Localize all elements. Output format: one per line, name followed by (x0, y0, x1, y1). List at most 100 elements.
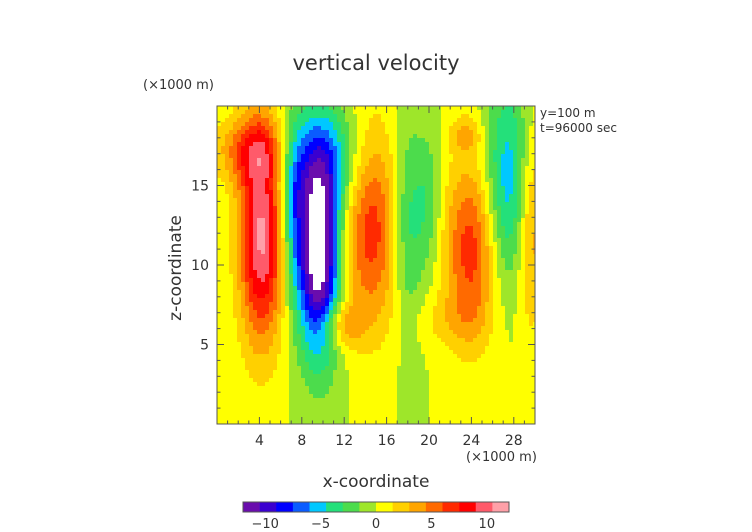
field-cell (453, 134, 458, 139)
field-cell (249, 246, 254, 251)
field-cell (333, 242, 338, 247)
field-cell (397, 230, 402, 235)
field-cell (489, 258, 494, 263)
field-cell (241, 130, 246, 135)
field-cell (241, 246, 246, 251)
field-cell (321, 334, 326, 339)
field-cell (481, 166, 486, 171)
field-cell (229, 262, 234, 267)
field-cell (273, 202, 278, 207)
field-cell (465, 142, 470, 147)
field-cell (517, 282, 522, 287)
field-cell (485, 294, 490, 299)
field-cell (441, 338, 446, 343)
field-cell (429, 166, 434, 171)
field-cell (425, 318, 430, 323)
field-cell (341, 346, 346, 351)
field-cell (373, 310, 378, 315)
field-cell (473, 338, 478, 343)
field-cell (249, 214, 254, 219)
field-cell (529, 186, 534, 191)
field-cell (249, 278, 254, 283)
field-cell (429, 106, 434, 111)
field-cell (369, 234, 374, 239)
field-cell (449, 238, 454, 243)
field-cell (397, 174, 402, 179)
field-cell (321, 162, 326, 167)
field-cell (417, 302, 422, 307)
field-cell (229, 274, 234, 279)
field-cell (441, 346, 446, 351)
field-cell (253, 346, 258, 351)
field-cell (249, 110, 254, 115)
field-cell (425, 246, 430, 251)
field-cell (289, 174, 294, 179)
field-cell (357, 342, 362, 347)
field-cell (341, 254, 346, 259)
field-cell (413, 158, 418, 163)
field-cell (377, 294, 382, 299)
field-cell (521, 302, 526, 307)
field-cell (421, 194, 426, 199)
field-cell (529, 254, 534, 259)
field-cell (509, 314, 514, 319)
field-cell (397, 258, 402, 263)
field-cell (357, 294, 362, 299)
field-cell (321, 134, 326, 139)
field-cell (381, 186, 386, 191)
field-cell (449, 350, 454, 355)
field-cell (309, 262, 314, 267)
field-cell (533, 130, 536, 135)
field-cell (325, 338, 330, 343)
field-cell (229, 166, 234, 171)
field-cell (293, 230, 298, 235)
field-cell (237, 262, 242, 267)
field-cell (453, 242, 458, 247)
field-cell (513, 198, 518, 203)
field-cell (225, 282, 230, 287)
field-cell (521, 290, 526, 295)
field-cell (253, 134, 258, 139)
field-cell (285, 354, 290, 359)
field-cell (357, 142, 362, 147)
field-cell (521, 214, 526, 219)
field-cell (529, 298, 534, 303)
field-cell (397, 206, 402, 211)
field-cell (405, 166, 410, 171)
field-cell (453, 306, 458, 311)
field-cell (233, 326, 238, 331)
field-cell (461, 322, 466, 327)
field-cell (429, 314, 434, 319)
field-cell (505, 226, 510, 231)
field-cell (509, 298, 514, 303)
field-cell (369, 266, 374, 271)
field-cell (513, 270, 518, 275)
field-cell (437, 182, 442, 187)
field-cell (453, 106, 458, 111)
field-cell (325, 162, 330, 167)
field-cell (429, 286, 434, 291)
field-cell (237, 126, 242, 131)
field-cell (273, 234, 278, 239)
field-cell (337, 282, 342, 287)
field-cell (233, 330, 238, 335)
field-cell (457, 198, 462, 203)
field-cell (517, 106, 522, 111)
field-cell (301, 210, 306, 215)
field-cell (481, 206, 486, 211)
field-cell (365, 218, 370, 223)
field-cell (497, 254, 502, 259)
field-cell (425, 278, 430, 283)
field-cell (317, 202, 322, 207)
field-cell (345, 266, 350, 271)
field-cell (341, 322, 346, 327)
field-cell (289, 250, 294, 255)
field-cell (525, 210, 530, 215)
field-cell (289, 334, 294, 339)
field-cell (285, 262, 290, 267)
field-cell (465, 330, 470, 335)
field-cell (513, 122, 518, 127)
field-cell (237, 270, 242, 275)
field-cell (313, 174, 318, 179)
field-cell (221, 230, 226, 235)
